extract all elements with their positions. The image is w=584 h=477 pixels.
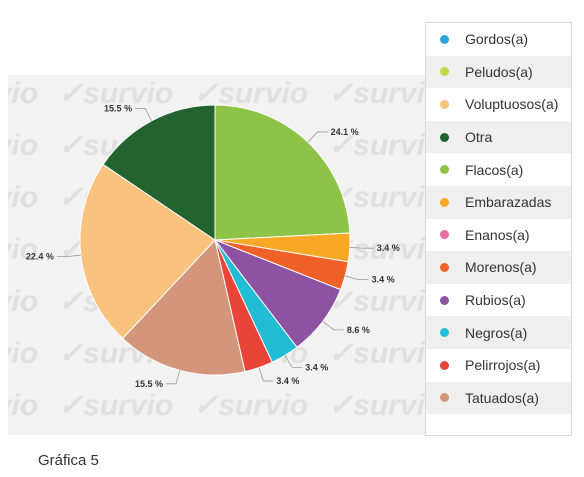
pie-slice[interactable] (214, 104, 351, 241)
watermark-text: ✓survio (193, 389, 308, 422)
watermark-text: ✓survio (328, 129, 428, 162)
legend-color-dot-icon (440, 99, 449, 109)
slice-value-label: 24.1 % (331, 127, 359, 137)
legend-label: Voluptuosos(a) (465, 96, 559, 113)
chart-panel: ✓survio ✓survio ✓survio ✓survio ✓survio ✓surv… (0, 75, 443, 435)
legend-item[interactable]: Peludos(a) (426, 55, 571, 89)
slice-value-label: 3.4 % (276, 376, 299, 386)
label-connector (345, 275, 369, 281)
legend-label: Gordos(a) (465, 31, 529, 48)
legend-label: Pelirrojos(a) (465, 357, 541, 374)
legend-color-dot-icon (440, 165, 449, 175)
slice-value-label: 3.4 % (372, 275, 395, 285)
legend-item[interactable]: Tatuados(a) (426, 381, 571, 415)
legend-color-dot-icon (440, 67, 449, 77)
legend-color-dot-icon (440, 132, 449, 142)
legend-item[interactable]: Pelirrojos(a) (426, 349, 571, 382)
watermark-text: ✓survio (328, 181, 428, 214)
pie-slice[interactable] (79, 163, 216, 340)
legend-item[interactable]: Flacos(a) (426, 153, 571, 186)
label-connector (349, 247, 374, 249)
legend-label: Embarazadas (465, 194, 552, 211)
watermark-text: ✓survio (328, 337, 428, 370)
legend-label: Enanos(a) (465, 226, 530, 243)
label-connector (135, 108, 153, 121)
figure-caption: Gráfica 5 (38, 452, 99, 469)
label-connector (56, 254, 81, 258)
legend-item[interactable]: Enanos(a) (426, 219, 571, 252)
legend-color-dot-icon (440, 230, 449, 240)
legend-item[interactable]: Morenos(a) (426, 251, 571, 284)
legend-color-dot-icon (440, 34, 449, 44)
label-connector (322, 321, 344, 331)
watermark-text: ✓survio (193, 77, 308, 110)
slice-value-label: 8.6 % (347, 325, 370, 335)
slice-value-label: 3.4 % (377, 243, 400, 253)
legend-label: Negros(a) (465, 324, 528, 341)
pie-chart: 24.1 % 3.4 % 3.4 % 8.6 % 3.4 % 3.4 % 15.5 % 22.… (26, 103, 400, 389)
slice-value-label: 15.5 % (104, 103, 132, 113)
watermark-text: ✓survio (328, 285, 428, 318)
label-connector (284, 355, 303, 368)
legend-item[interactable]: Voluptuosos(a) (426, 88, 571, 121)
legend-color-dot-icon (440, 360, 449, 370)
watermark-text: ✓survio (58, 77, 173, 110)
legend-label: Rubios(a) (465, 292, 526, 309)
label-connector (166, 370, 181, 385)
watermark-text: ✓survio (328, 389, 428, 422)
legend-color-dot-icon (440, 295, 449, 305)
legend-label: Morenos(a) (465, 259, 537, 276)
legend-item[interactable]: Negros(a) (426, 316, 571, 349)
watermark-text: ✓survio (328, 77, 428, 110)
legend-color-dot-icon (440, 328, 449, 338)
label-connector (307, 131, 328, 143)
legend-label: Peludos(a) (465, 63, 533, 80)
legend-label: Tatuados(a) (465, 389, 539, 406)
legend-label: Otra (465, 129, 493, 146)
legend-item[interactable]: Rubios(a) (426, 284, 571, 317)
legend: Gordos(a) Peludos(a) Voluptuosos(a) Otra Fla… (425, 22, 572, 436)
slice-value-label: 3.4 % (305, 362, 328, 372)
legend-color-dot-icon (440, 197, 449, 207)
label-connector (258, 367, 274, 382)
slice-value-label: 22.4 % (26, 252, 54, 262)
legend-label: Flacos(a) (465, 161, 524, 178)
legend-color-dot-icon (440, 393, 449, 403)
slice-value-label: 15.5 % (135, 379, 163, 389)
legend-item[interactable]: Otra (426, 120, 571, 154)
legend-item[interactable]: Gordos(a) (426, 23, 571, 56)
legend-item[interactable]: Embarazadas (426, 185, 571, 219)
legend-color-dot-icon (440, 262, 449, 272)
watermark-text: ✓survio (58, 389, 173, 422)
